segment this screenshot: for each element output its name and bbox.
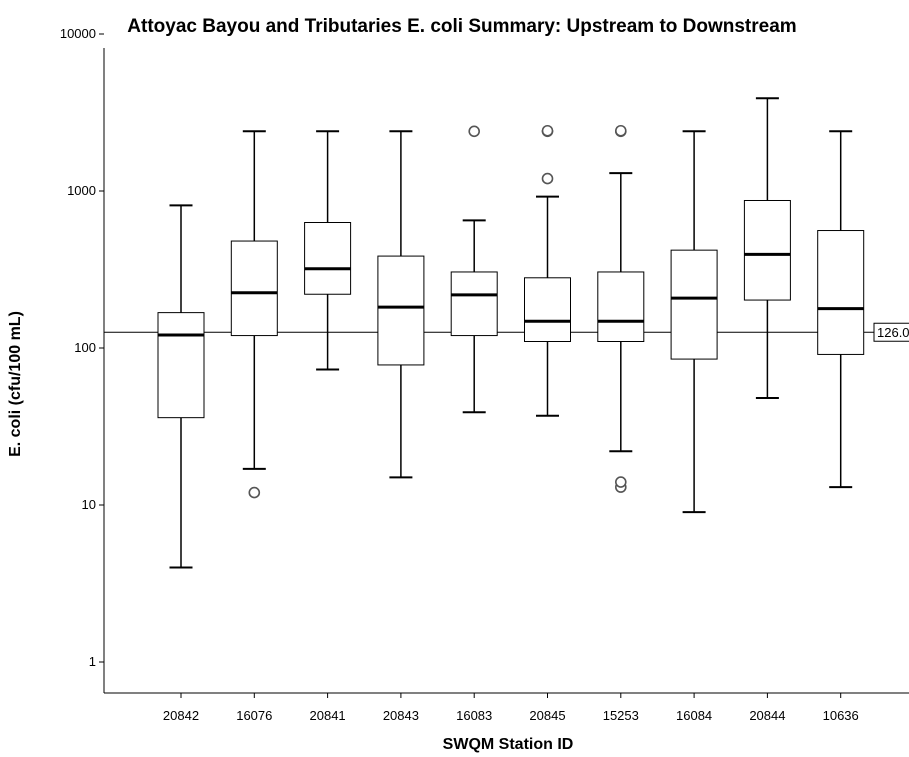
x-tick-label: 20841 — [310, 708, 346, 723]
box-iqr — [597, 271, 645, 343]
x-tick-label: 16083 — [456, 708, 492, 723]
chart-title: Attoyac Bayou and Tributaries E. coli Su… — [127, 16, 796, 37]
x-tick-label: 20843 — [383, 708, 419, 723]
box-iqr — [377, 255, 425, 366]
x-tick-label: 20842 — [163, 708, 199, 723]
outlier-point — [614, 476, 627, 488]
box-iqr — [304, 222, 352, 295]
y-tick-label: 1 — [89, 654, 96, 669]
box-iqr — [670, 249, 718, 360]
x-axis-title: SWQM Station ID — [443, 736, 574, 753]
box-iqr — [450, 271, 498, 337]
box-iqr — [743, 199, 791, 301]
x-tick-label: 15253 — [603, 708, 639, 723]
reference-label-box — [873, 322, 909, 342]
x-tick-label: 10636 — [823, 708, 859, 723]
plot-area: 1 10 100 1000 10000 126.0 20842 16076 20841 20843… — [60, 26, 909, 723]
y-tick-label: 100 — [74, 340, 96, 355]
outlier-point — [468, 125, 481, 138]
x-tick-label: 16076 — [236, 708, 272, 723]
box-iqr — [157, 312, 205, 419]
y-axis-title: E. coli (cfu/100 mL) — [7, 311, 24, 457]
outlier-point — [248, 486, 261, 499]
box-iqr — [817, 230, 865, 355]
y-tick-label: 10 — [82, 497, 96, 512]
box-iqr — [524, 277, 571, 343]
x-tick-label: 16084 — [676, 708, 712, 723]
y-tick-label: 1000 — [67, 183, 96, 198]
outlier-point — [541, 172, 554, 185]
box-iqr — [230, 240, 278, 337]
x-tick-label: 20844 — [749, 708, 785, 723]
reference-line-label: 126.0 — [877, 325, 909, 340]
x-tick-label: 20845 — [529, 708, 565, 723]
y-tick-label: 10000 — [60, 26, 96, 41]
outlier-point — [541, 124, 554, 137]
outlier-point — [614, 124, 627, 137]
